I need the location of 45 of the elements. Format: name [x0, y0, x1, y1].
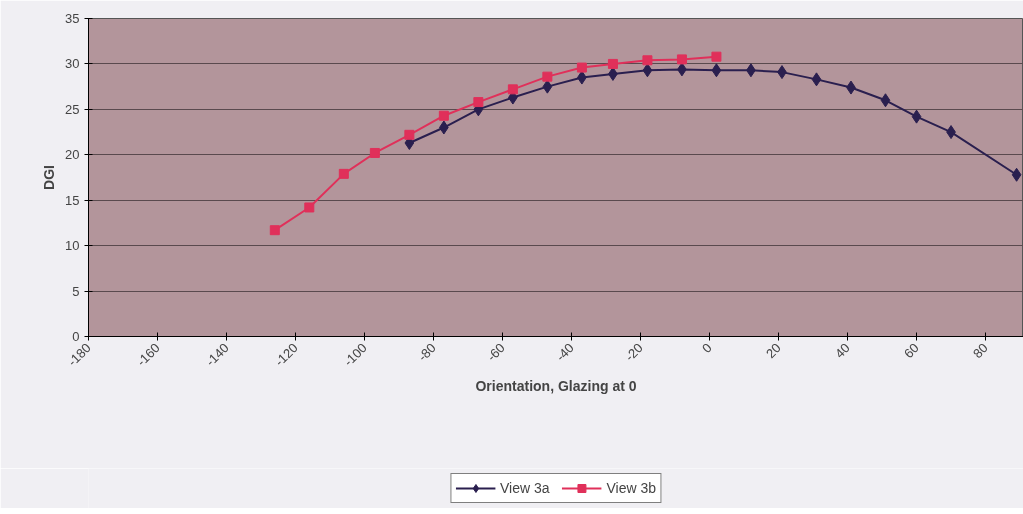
- y-tick-label: 20: [65, 147, 80, 163]
- point: [576, 62, 587, 73]
- point: [880, 93, 891, 108]
- point: [1011, 167, 1022, 182]
- x-tick-label: -20: [621, 340, 646, 365]
- point: [269, 225, 280, 236]
- point: [304, 202, 315, 213]
- x-tick-label: -120: [271, 340, 301, 370]
- y-axis-title: DGI: [41, 165, 58, 190]
- point: [507, 84, 518, 95]
- legend-label: View 3a: [499, 480, 550, 496]
- x-tick-label: -100: [340, 340, 370, 370]
- point: [642, 55, 653, 66]
- point: [607, 58, 618, 69]
- point: [711, 51, 722, 62]
- x-tick-label: -160: [133, 340, 163, 370]
- x-tick-label: -60: [483, 340, 508, 365]
- point: [438, 110, 449, 121]
- point: [711, 63, 722, 78]
- x-tick-label: 80: [970, 340, 991, 362]
- x-tick-label: 0: [699, 340, 715, 356]
- point: [811, 72, 822, 87]
- legend-label: View 3b: [606, 480, 657, 496]
- point: [338, 168, 349, 179]
- point: [369, 147, 380, 158]
- x-tick-label: -140: [202, 340, 232, 370]
- x-tick-label: 40: [832, 340, 853, 362]
- y-tick-label: 5: [72, 283, 80, 299]
- x-axis-title: Orientation, Glazing at 0: [475, 378, 637, 395]
- y-tick-label: 15: [65, 192, 80, 208]
- y-tick-label: 25: [65, 101, 80, 117]
- point: [911, 109, 922, 124]
- point: [542, 79, 553, 94]
- x-tick-label: -80: [414, 340, 439, 365]
- x-tick-label: 60: [901, 340, 922, 362]
- y-tick-label: 35: [65, 11, 80, 26]
- point: [542, 71, 553, 82]
- x-tick-label: -40: [552, 340, 577, 365]
- y-tick-label: 30: [65, 56, 80, 72]
- y-tick-label: 10: [65, 238, 80, 254]
- point: [404, 129, 415, 140]
- point: [676, 54, 687, 65]
- point: [642, 63, 653, 78]
- point: [473, 97, 484, 108]
- x-tick-label: 20: [763, 340, 784, 362]
